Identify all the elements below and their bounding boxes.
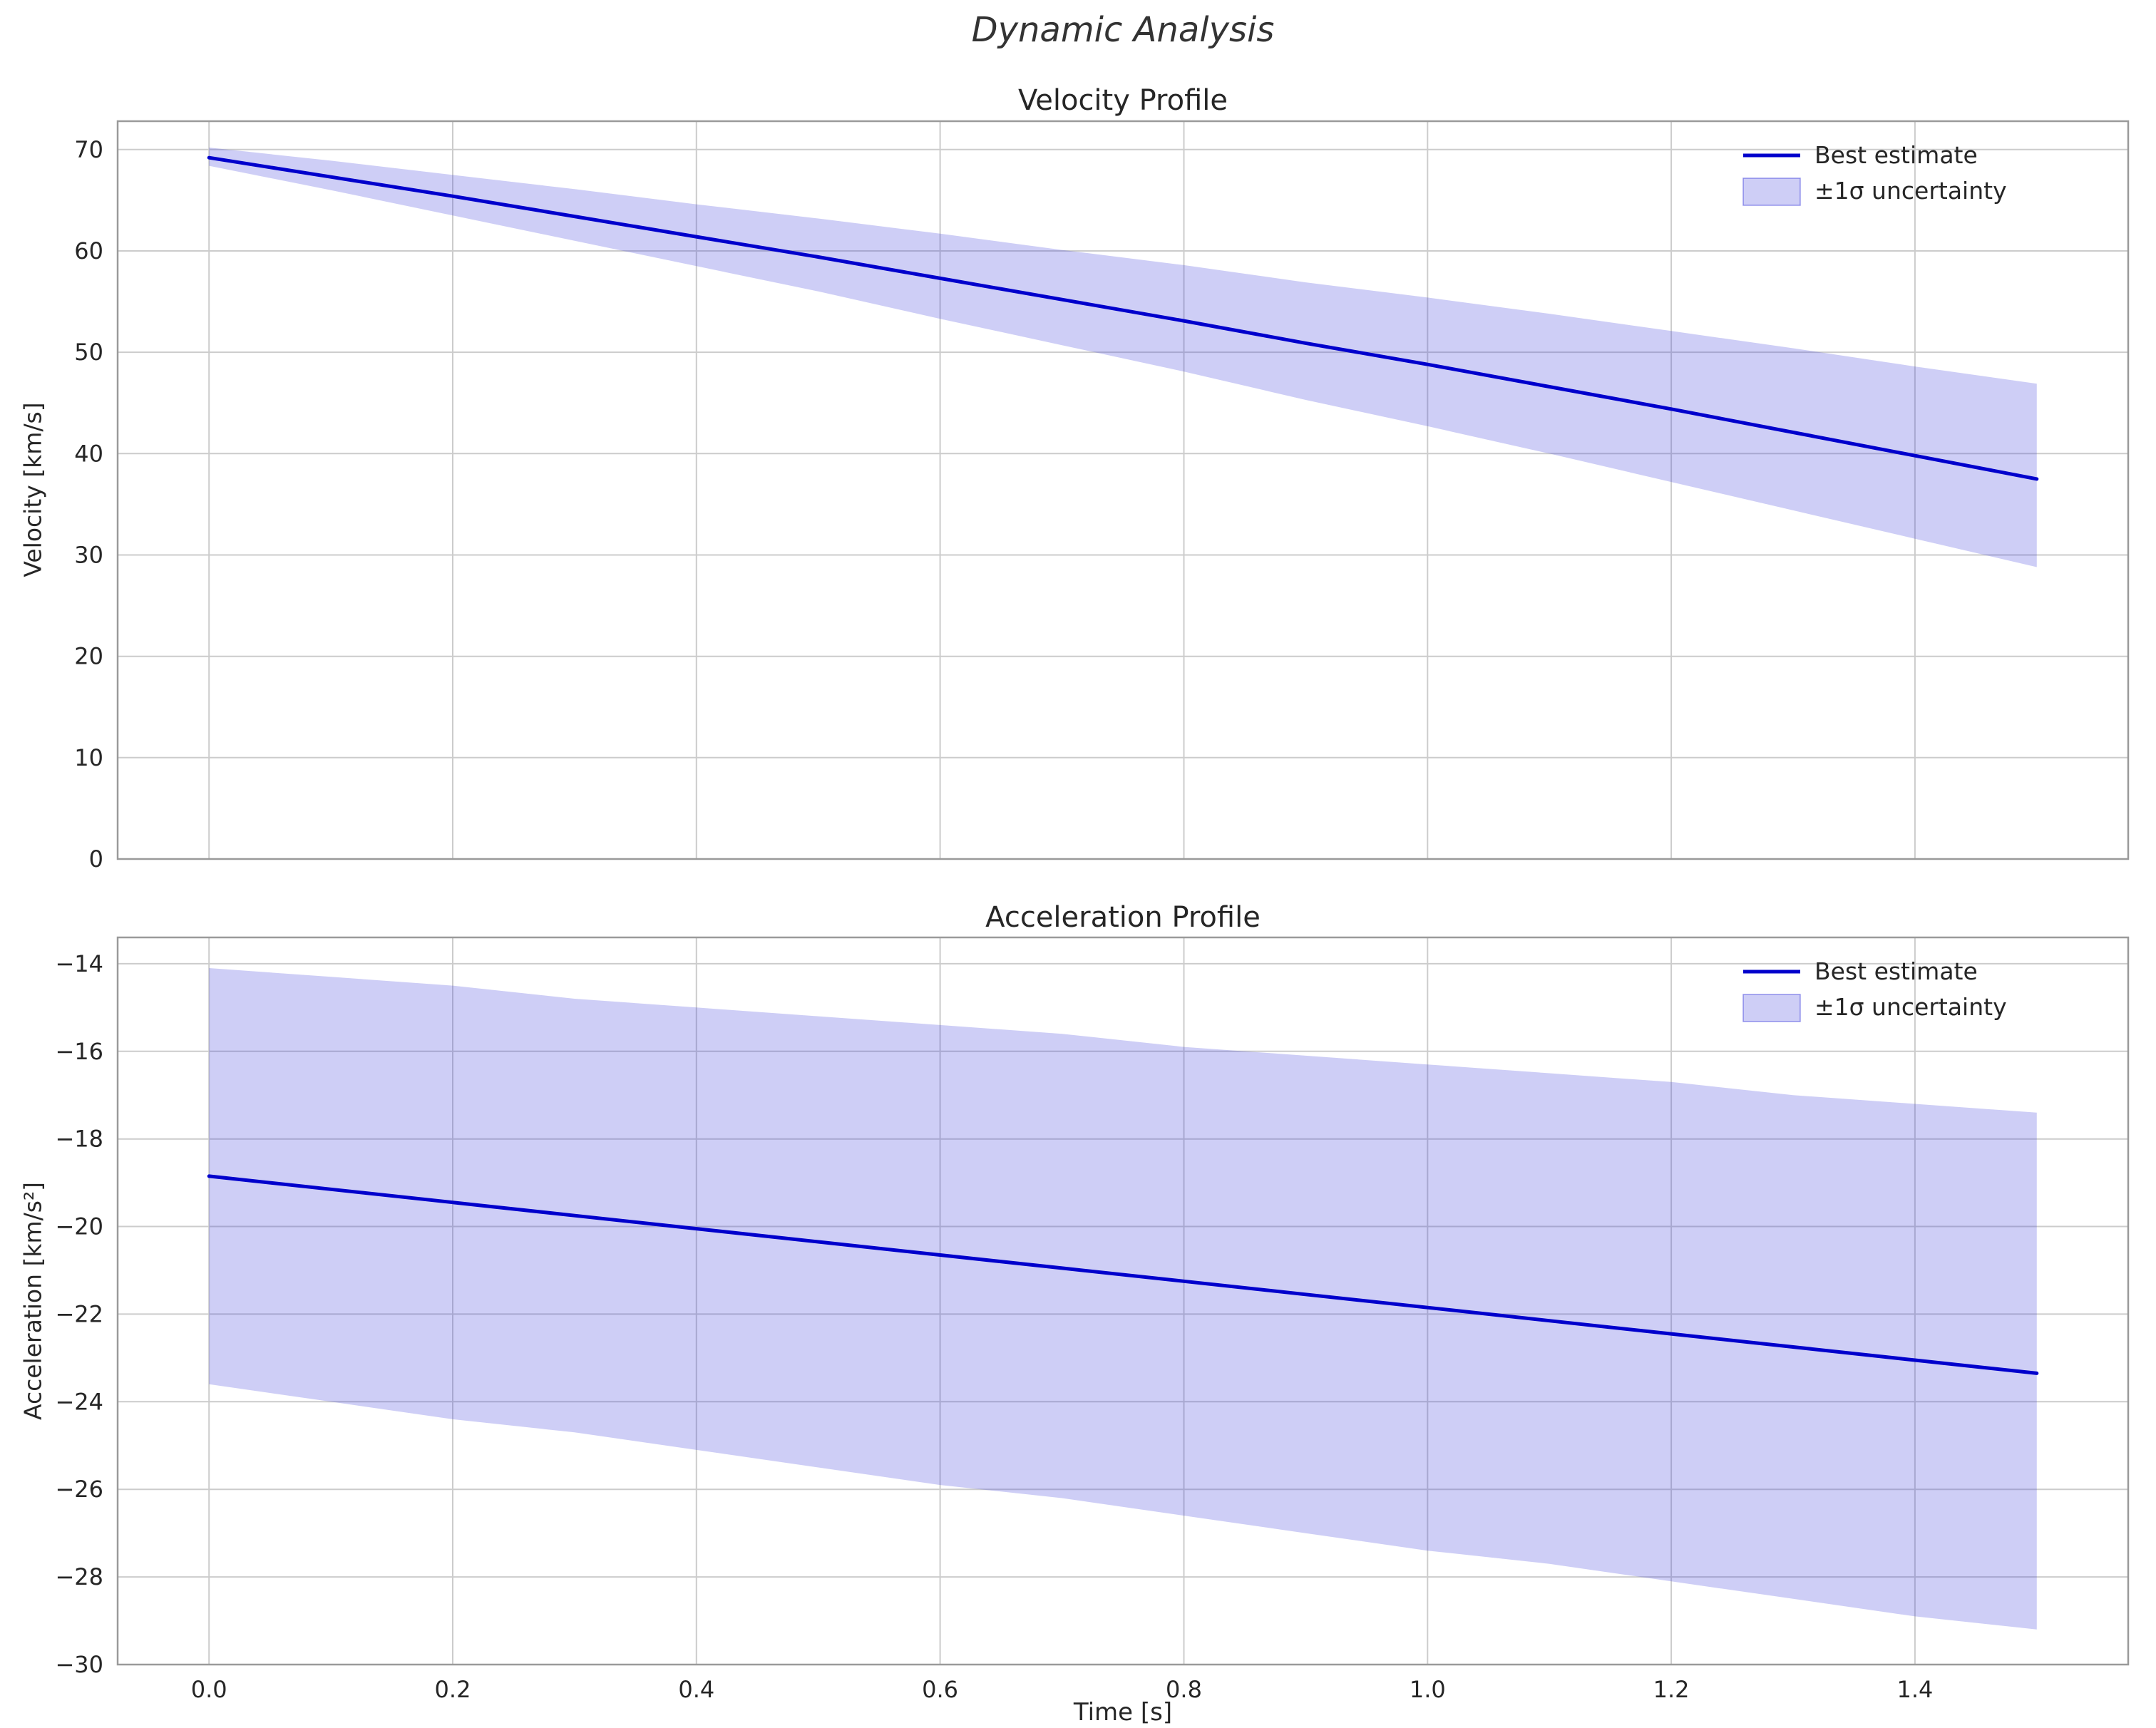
y-tick-label: −18 — [55, 1126, 103, 1153]
y-tick-label: 30 — [74, 542, 103, 569]
best-estimate-line — [207, 155, 2039, 481]
y-tick-label: 40 — [74, 440, 103, 467]
x-axis-label: Time [s] — [1073, 1698, 1173, 1727]
y-tick-label: 20 — [74, 643, 103, 670]
axes-border — [116, 120, 2130, 860]
legend-label-best-estimate: Best estimate — [1814, 957, 1978, 985]
velocity-y-axis-label: Velocity [km/s] — [19, 402, 47, 577]
y-tick-label: −30 — [55, 1651, 103, 1678]
legend-label-best-estimate: Best estimate — [1814, 141, 1978, 169]
acceleration-chart-title: Acceleration Profile — [985, 901, 1261, 934]
y-tick-label: −22 — [55, 1300, 103, 1327]
y-tick-label: −16 — [55, 1038, 103, 1065]
velocity-chart: 0 10 20 30 40 50 60 70 Best estimate ±1σ uncertai… — [74, 120, 2130, 873]
x-tick-label: 0.8 — [1166, 1676, 1202, 1703]
y-tick-label: 0 — [89, 845, 103, 873]
y-tick-label: −14 — [55, 950, 103, 977]
y-tick-labels: −30 −28 −26 −24 −22 −20 −18 −16 −14 — [55, 950, 103, 1678]
x-tick-labels: 0.0 0.2 0.4 0.6 0.8 1.0 1.2 1.4 — [191, 1676, 1934, 1703]
legend-label-uncertainty: ±1σ uncertainty — [1814, 993, 2007, 1021]
legend-label-uncertainty: ±1σ uncertainty — [1814, 177, 2007, 205]
y-tick-label: 50 — [74, 339, 103, 366]
y-tick-label: 70 — [74, 136, 103, 163]
acceleration-y-axis-label: Acceleration [km/s²] — [19, 1181, 47, 1421]
y-tick-label: −26 — [55, 1476, 103, 1503]
y-tick-label: 60 — [74, 237, 103, 264]
legend-band-sample — [1742, 994, 1801, 1022]
legend-band-sample — [1742, 178, 1801, 206]
x-tick-label: 1.4 — [1896, 1676, 1933, 1703]
x-tick-label: 1.0 — [1410, 1676, 1446, 1703]
acceleration-chart: −30−28−26−24−22−20−18−16−140.0 0.2 0.4 0.6 0… — [55, 936, 2130, 1703]
y-tick-label: −24 — [55, 1388, 103, 1415]
x-tick-label: 0.2 — [435, 1676, 471, 1703]
legend: Best estimate ±1σ uncertainty — [1742, 141, 2007, 206]
y-tick-labels: 0 10 20 30 40 50 60 70 — [74, 136, 103, 873]
y-tick-label: −28 — [55, 1563, 103, 1590]
uncertainty-band — [209, 148, 2037, 567]
y-tick-label: 10 — [74, 744, 103, 771]
velocity-chart-title: Velocity Profile — [1017, 84, 1228, 117]
x-tick-label: 0.4 — [678, 1676, 714, 1703]
x-tick-label: 0.6 — [922, 1676, 958, 1703]
x-tick-label: 1.2 — [1653, 1676, 1690, 1703]
y-tick-label: −20 — [55, 1213, 103, 1240]
uncertainty-band — [209, 968, 2037, 1630]
legend: Best estimate ±1σ uncertainty — [1742, 957, 2007, 1022]
figure-title: Dynamic Analysis — [971, 10, 1275, 50]
x-tick-label: 0.0 — [191, 1676, 227, 1703]
axes-border — [116, 936, 2130, 1666]
best-estimate-line — [207, 1174, 2039, 1375]
